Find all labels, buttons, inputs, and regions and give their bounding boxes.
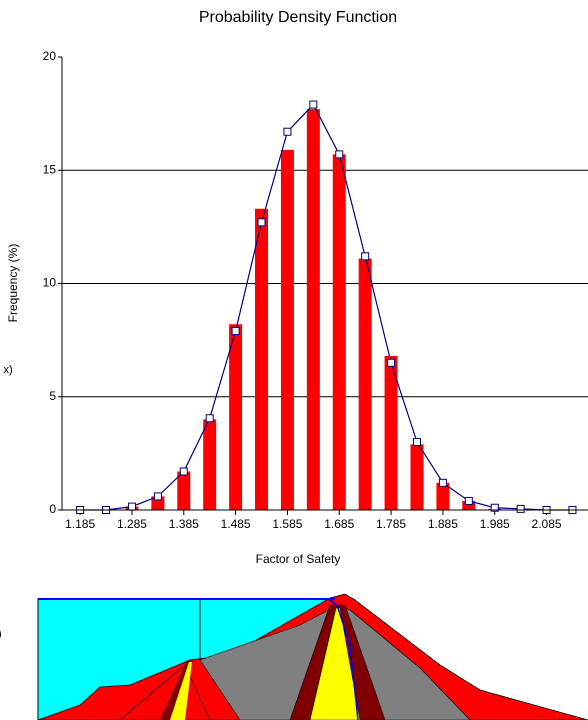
phreatic-line [329,599,359,720]
marker [516,504,525,513]
marker [490,503,499,512]
bar [280,149,294,511]
marker [179,467,188,476]
bar [384,355,398,510]
marker [335,150,344,159]
x-axis-label: Factor of Safety [256,552,341,566]
bar [332,154,346,510]
x-tick-label: 1.785 [376,517,406,531]
x-tick-label: 1.685 [324,517,354,531]
bar [358,258,372,510]
bar [306,109,320,510]
bar [462,500,476,510]
marker [309,100,318,109]
bar [177,471,191,510]
marker [361,252,370,261]
marker [283,127,292,136]
x-tick-label: 1.285 [117,517,147,531]
y-tick-label: 20 [43,49,57,63]
x-tick-label: 1.385 [169,517,199,531]
y-axis-label: Frequency (%) [6,244,20,323]
marker [127,502,136,511]
y-tick-label: 10 [43,276,57,290]
chart-title: Probability Density Function [199,9,397,26]
y-tick-label: 5 [49,389,56,403]
bar [410,444,424,510]
x-tick-label: 1.985 [480,517,510,531]
line [80,103,573,511]
side-label: < x) [0,364,13,376]
bar [436,482,450,510]
marker [387,358,396,367]
side-label: ) [0,628,2,640]
x-tick-label: 1.885 [428,517,458,531]
x-tick-label: 1.585 [272,517,302,531]
marker [438,478,447,487]
dam-core [309,607,361,720]
x-tick-label: 1.485 [221,517,251,531]
marker [412,438,421,447]
marker [205,414,214,423]
marker [464,496,473,505]
marker [231,327,240,336]
marker [153,492,162,501]
x-tick-label: 1.185 [65,517,95,531]
bar [229,324,243,510]
dam-diagram [37,593,588,720]
x-tick-label: 2.085 [532,517,562,531]
y-tick-label: 15 [43,162,57,176]
y-tick-label: 0 [49,502,56,516]
bar [255,208,269,510]
bar [203,419,217,510]
dam-drain [170,662,192,720]
marker [257,218,266,227]
